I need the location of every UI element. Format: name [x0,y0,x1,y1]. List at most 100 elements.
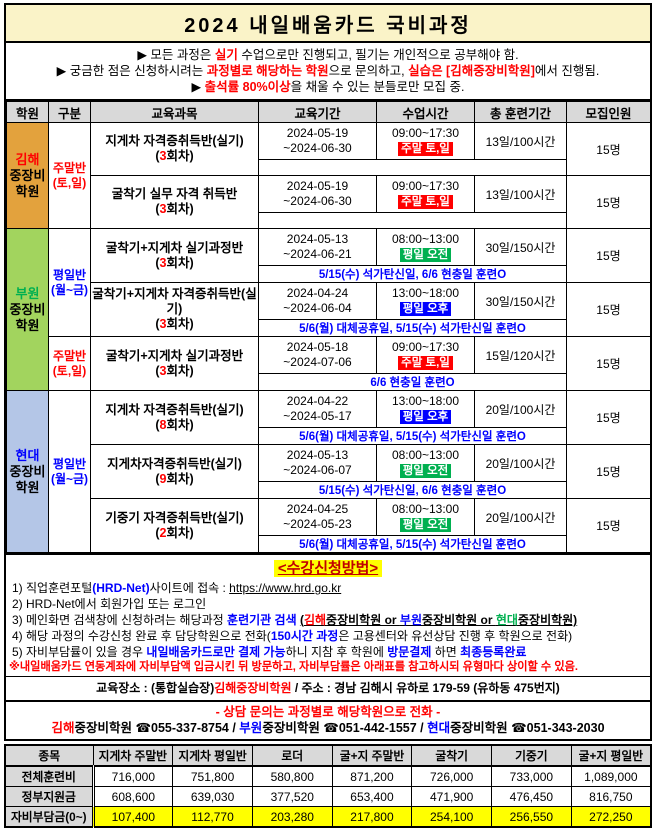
course-time: 08:00~13:00 [391,502,460,516]
contact-section: - 상담 문의는 과정별로 해당학원으로 전화 - 김해중장비학원 ☎055-3… [6,702,650,739]
course-end-date: ~2024-07-06 [283,355,352,369]
price-value: 112,770 [172,806,253,828]
notice-text: 으로 문의하고, [328,64,409,78]
academy-name: 부원 [15,285,40,301]
notice-line-3: ▶ 출석률 80%이상을 채울 수 있는 분들로만 모집 중. [8,79,648,95]
registration-step-3: 3) 메인화면 검색창에 신청하려는 해당과정 훈련기관 검색 (김해중장비학원… [6,612,650,628]
paren-open: ( [299,613,304,627]
step-emphasis: 내일배움카드로만 결제 가능 [146,645,286,659]
round-open: ( [155,202,160,216]
academy-name: 학원 [15,183,40,199]
round-number: 3 [159,255,167,270]
price-value: 751,800 [172,765,253,787]
notice-document: 2024 내일배움카드 국비과정 ▶ 모든 과정은 실기 수업으로만 진행되고,… [4,3,652,741]
col-header-duration: 총 훈련기간 [474,101,567,123]
course-name-cell: 지게차자격증취득반(실기) (9회차) [90,444,259,499]
table-row: 부원 중장비 학원 평일반 (월~금) 굴착기+지게차 실기과정반 (3회차) … [6,228,651,391]
course-end-date: ~2024-05-17 [283,409,352,423]
course-capacity-cell: 15명 [566,228,651,283]
price-col-forklift-weekday: 지게차 평일반 [172,744,253,767]
col-header-academy: 학원 [6,101,49,123]
location-academy: 김해중장비학원 [214,681,292,695]
course-capacity-cell: 15명 [566,282,651,337]
schedule-table-section: 학원 구분 교육과목 교육기간 수업시간 총 훈련기간 모집인원 김해 중장비 … [6,101,651,555]
round-open: ( [155,525,160,540]
course-note: 5/6(월) 대체공휴일, 5/15(수) 석가탄신일 훈련O [258,535,567,553]
course-day-badge: 주말 토,일 [398,356,453,370]
academy-buwon: 부원 [399,613,423,627]
course-start-date: 2024-05-18 [286,340,349,354]
price-value: 653,400 [331,786,413,807]
table-row: 정부지원금 608,600 639,030 377,520 653,400 47… [4,786,652,807]
price-row-label-self-pay: 자비부담금(0~) [4,806,95,828]
round-close: 회차) [166,417,194,432]
round-close: 회차) [166,363,194,378]
round-open: ( [155,471,160,486]
course-period-cell: 2024-05-19 ~2024-06-30 [258,122,377,160]
round-close: 회차) [166,471,194,486]
group-cell-weekday: 평일반 (월~금) [48,390,91,553]
price-value: 107,400 [92,806,174,828]
round-open: ( [155,317,160,331]
table-row: 5/6(월) 대체공휴일, 5/15(수) 석가탄신일 훈련O [7,319,651,337]
academy-name: 중장비 [9,167,46,183]
course-capacity-cell: 15명 [566,390,651,445]
registration-caution: ※내일배움카드 연동계좌에 자비부담액 입금시킨 뒤 방문하고, 자비부담률은 … [9,661,579,673]
course-start-date: 2024-04-25 [286,502,349,516]
col-header-capacity: 모집인원 [566,101,651,123]
academy-hyundai: 현대 [495,613,518,627]
course-time-cell: 13:00~18:00 평일 오후 [376,390,475,428]
price-value: 203,280 [251,806,333,828]
course-duration-cell: 30일/150시간 [474,228,567,266]
academy-suffix: 중장비학원) [517,613,578,627]
academy-list: (김해중장비학원 or 부원중장비학원 or 현대중장비학원) [300,613,577,627]
contact-gimhae-phone: 중장비학원 ☎055-337-8754 [74,721,229,735]
table-row: 5/6(월) 대체공휴일, 5/15(수) 석가탄신일 훈련O [7,535,651,553]
price-col-forklift-weekend: 지게차 주말반 [92,744,174,767]
table-row: 자비부담금(0~) 107,400 112,770 203,280 217,80… [4,806,652,828]
course-name-cell: 굴착기+지게차 자격증취득반(실기) (3회차) [90,282,259,337]
round-open: ( [155,417,160,432]
course-round: (3회차) [92,255,258,271]
course-day-badge: 주말 토,일 [398,142,453,156]
round-number: 8 [159,417,167,432]
notice-line-1: ▶ 모든 과정은 실기 수업으로만 진행되고, 필기는 개인적으로 공부해야 함… [8,47,648,63]
notice-text: ▶ 궁금한 점은 신청하시려는 [56,64,207,78]
academy-cell-buwon: 부원 중장비 학원 [6,228,49,391]
round-number: 3 [159,202,167,216]
academy-name: 김해 [15,151,40,167]
table-row: 5/15(수) 석가탄신일, 6/6 현충일 훈련O [7,265,651,283]
academy-name: 학원 [15,479,40,495]
course-note [258,159,567,176]
price-value: 871,200 [331,765,413,787]
price-value: 726,000 [411,765,493,787]
round-close: 회차) [166,202,194,216]
table-row: 굴착기+지게차 자격증취득반(실기) (3회차) 2024-04-24 ~202… [7,282,651,337]
course-name-cell: 지게차 자격증취득반(실기) (3회차) [90,122,259,176]
course-name-cell: 기중기 자격증취득반(실기) (2회차) [90,498,259,553]
round-number: 3 [159,317,167,331]
registration-step-5: 5) 자비부담률이 있을 경우 내일배움카드로만 결제 가능하니 지참 후 학원… [6,644,650,660]
course-period-cell: 2024-04-24 ~2024-06-04 [258,282,377,320]
price-value: 217,800 [331,806,413,828]
price-table: 종목 지게차 주말반 지게차 평일반 로더 굴+지 주말반 굴착기 기중기 굴+… [4,744,652,828]
academy-gimhae: 김해 [303,613,327,627]
price-value: 256,550 [491,806,572,828]
course-duration-cell: 20일/100시간 [474,390,567,428]
step-emphasis: 150시간 과정 [270,629,339,643]
course-time: 09:00~17:30 [391,179,460,193]
course-start-date: 2024-05-19 [286,179,349,193]
course-time-cell: 08:00~13:00 평일 오전 [376,228,475,266]
contact-buwon-phone: 중장비학원 ☎051-442-1557 [262,721,417,735]
registration-title: <수강신청방법> [6,557,650,578]
course-round: (3회차) [92,202,258,217]
table-row: 6/6 현충일 훈련O [7,373,651,391]
price-value: 377,520 [251,786,333,807]
price-value: 254,100 [411,806,493,828]
schedule-header-row: 학원 구분 교육과목 교육기간 수업시간 총 훈련기간 모집인원 [6,101,651,123]
course-duration-cell: 30일/150시간 [474,282,567,320]
hrd-net-link[interactable]: https://www.hrd.go.kr [229,581,342,595]
registration-section: <수강신청방법> 1) 직업훈련포털(HRD-Net)사이트에 접속 : htt… [6,555,650,702]
col-header-category: 구분 [48,101,91,123]
course-start-date: 2024-05-13 [286,232,349,246]
